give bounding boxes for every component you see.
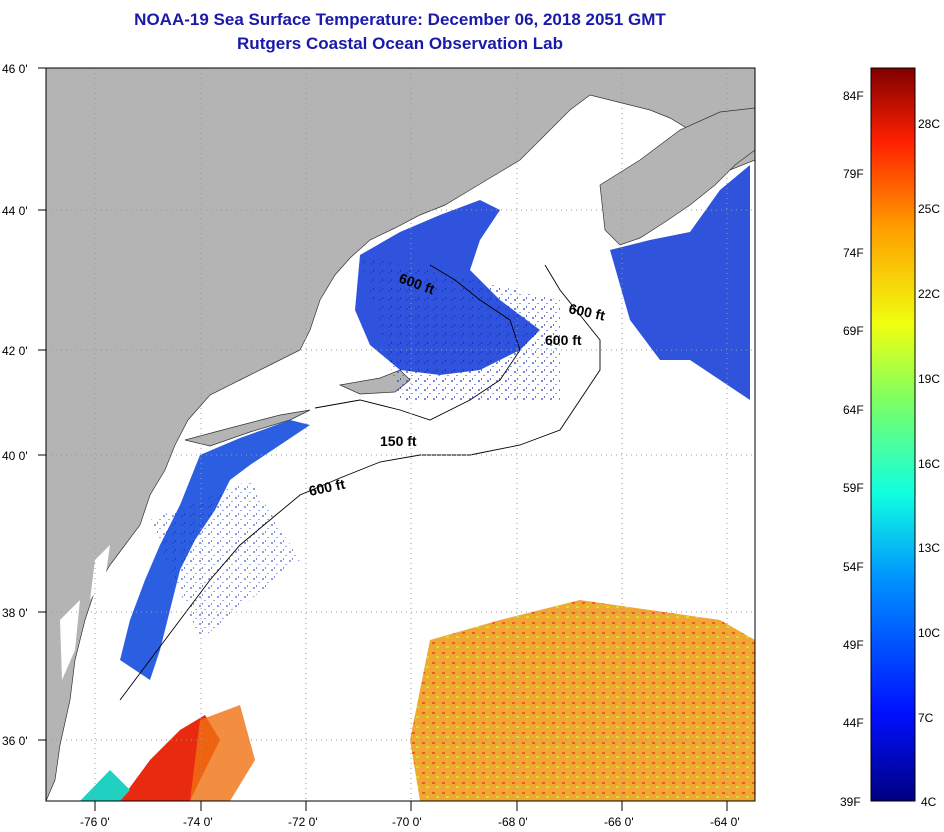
svg-text:22C: 22C — [918, 287, 940, 301]
lon-label: -64 0' — [710, 815, 740, 829]
sst-warm-gulf-stream — [410, 600, 755, 801]
map-frame — [45, 67, 756, 802]
svg-text:49F: 49F — [843, 638, 864, 652]
axis-ticks — [38, 67, 728, 811]
svg-text:13C: 13C — [918, 541, 940, 555]
svg-text:19C: 19C — [918, 372, 940, 386]
lon-label: -70 0' — [392, 815, 422, 829]
svg-text:64F: 64F — [843, 403, 864, 417]
svg-text:69F: 69F — [843, 324, 864, 338]
svg-text:59F: 59F — [843, 481, 864, 495]
map-subtitle: Rutgers Coastal Ocean Observation Lab — [237, 34, 563, 53]
contour-600ft-shelf — [119, 264, 601, 701]
svg-text:74F: 74F — [843, 246, 864, 260]
lat-label: 46 0' — [2, 62, 28, 76]
svg-text:44F: 44F — [843, 716, 864, 730]
lat-label: 36 0' — [2, 734, 28, 748]
sst-cold-shelf — [120, 420, 310, 680]
land-nova-scotia — [599, 107, 755, 246]
svg-text:28C: 28C — [918, 117, 940, 131]
lon-label: -68 0' — [498, 815, 528, 829]
contour-label-3: 600 ft — [545, 332, 582, 348]
svg-text:39F: 39F — [840, 795, 861, 809]
svg-text:84F: 84F — [843, 89, 864, 103]
lon-label: -66 0' — [604, 815, 634, 829]
legend-fahrenheit-labels: 84F 79F 74F 69F 64F 59F 54F 49F 44F 39F — [840, 89, 864, 809]
svg-text:16C: 16C — [918, 457, 940, 471]
contour-label-4: 600 ft — [307, 476, 346, 499]
svg-text:4C: 4C — [921, 795, 937, 809]
svg-text:54F: 54F — [843, 560, 864, 574]
map-area — [46, 68, 755, 801]
lon-label: -76 0' — [80, 815, 110, 829]
map-title: NOAA-19 Sea Surface Temperature: Decembe… — [134, 10, 666, 29]
lat-label: 42 0' — [2, 344, 28, 358]
lon-label: -74 0' — [183, 815, 213, 829]
contour-label-2: 600 ft — [567, 300, 606, 323]
svg-text:25C: 25C — [918, 202, 940, 216]
contour-label-150: 150 ft — [380, 433, 417, 449]
land-long-island — [184, 409, 311, 447]
svg-text:10C: 10C — [918, 626, 940, 640]
svg-text:79F: 79F — [843, 167, 864, 181]
svg-text:7C: 7C — [918, 711, 934, 725]
contour-150ft — [314, 264, 521, 421]
lat-label: 44 0' — [2, 204, 28, 218]
lat-label: 40 0' — [2, 449, 28, 463]
lon-label: -72 0' — [288, 815, 318, 829]
graticule — [46, 68, 755, 801]
sst-cold-scotian — [610, 165, 750, 400]
temperature-colorbar — [870, 67, 916, 802]
legend-celsius-labels: 28C 25C 22C 19C 16C 13C 10C 7C 4C — [918, 117, 940, 809]
lat-label: 38 0' — [2, 606, 28, 620]
